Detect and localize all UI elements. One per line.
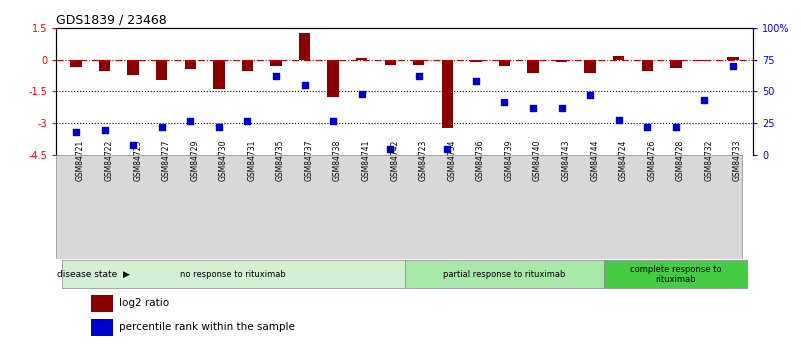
Text: partial response to rituximab: partial response to rituximab xyxy=(443,270,566,279)
Text: GSM84722: GSM84722 xyxy=(105,140,114,181)
Text: GSM84737: GSM84737 xyxy=(304,140,313,181)
Text: GSM84742: GSM84742 xyxy=(390,140,399,181)
Text: GSM84738: GSM84738 xyxy=(333,140,342,181)
Bar xyxy=(405,260,605,288)
Bar xyxy=(727,57,739,59)
Text: GSM84741: GSM84741 xyxy=(362,140,371,181)
Text: GSM84739: GSM84739 xyxy=(505,140,513,181)
Point xyxy=(670,125,682,130)
Point xyxy=(526,105,539,111)
Bar xyxy=(356,58,368,59)
Point xyxy=(99,127,111,132)
Text: GSM84735: GSM84735 xyxy=(276,140,285,181)
Point xyxy=(356,91,368,97)
Point xyxy=(298,82,311,88)
Bar xyxy=(698,59,710,61)
Bar xyxy=(91,295,112,312)
Text: percentile rank within the sample: percentile rank within the sample xyxy=(119,323,296,333)
Text: GSM84736: GSM84736 xyxy=(476,140,485,181)
Point xyxy=(469,78,482,84)
Text: GSM84743: GSM84743 xyxy=(562,140,570,181)
Bar xyxy=(605,260,747,288)
Bar xyxy=(670,59,682,68)
Bar xyxy=(62,260,405,288)
Bar xyxy=(156,59,167,80)
Text: GSM84721: GSM84721 xyxy=(76,140,85,181)
Point xyxy=(612,117,625,122)
Point xyxy=(155,125,168,130)
Bar xyxy=(470,59,481,62)
Point xyxy=(70,129,83,135)
Bar xyxy=(642,59,653,71)
Bar xyxy=(99,59,111,71)
Text: GSM84727: GSM84727 xyxy=(162,140,171,181)
Point xyxy=(698,98,710,103)
Point xyxy=(384,146,396,151)
Bar xyxy=(585,59,596,73)
Bar xyxy=(413,59,425,65)
Point xyxy=(241,118,254,124)
Text: GSM84724: GSM84724 xyxy=(618,140,628,181)
Text: GSM84730: GSM84730 xyxy=(219,140,227,181)
Bar xyxy=(384,59,396,66)
Bar xyxy=(556,59,567,62)
Point xyxy=(127,142,139,148)
Bar xyxy=(242,59,253,71)
Text: GSM84744: GSM84744 xyxy=(590,140,599,181)
Bar xyxy=(91,319,112,336)
Point xyxy=(184,118,197,124)
Text: no response to rituximab: no response to rituximab xyxy=(180,270,286,279)
Text: GSM84725: GSM84725 xyxy=(133,140,143,181)
Text: complete response to
rituximab: complete response to rituximab xyxy=(630,265,722,284)
Bar xyxy=(441,59,453,128)
Text: GSM84732: GSM84732 xyxy=(704,140,714,181)
Bar xyxy=(270,59,282,66)
Bar xyxy=(127,59,139,76)
Bar xyxy=(70,59,82,67)
Text: GSM84734: GSM84734 xyxy=(447,140,457,181)
Point xyxy=(441,146,453,151)
Point xyxy=(413,73,425,79)
Bar xyxy=(299,33,310,59)
Bar xyxy=(184,59,196,69)
Text: GSM84728: GSM84728 xyxy=(676,140,685,181)
Point xyxy=(270,73,283,79)
Text: GDS1839 / 23468: GDS1839 / 23468 xyxy=(56,13,167,27)
Text: GSM84740: GSM84740 xyxy=(533,140,542,181)
Bar xyxy=(328,59,339,97)
Point xyxy=(727,63,739,69)
Bar xyxy=(213,59,224,89)
Text: GSM84726: GSM84726 xyxy=(647,140,656,181)
Text: GSM84731: GSM84731 xyxy=(248,140,256,181)
Bar xyxy=(613,56,625,59)
Text: GSM84723: GSM84723 xyxy=(419,140,428,181)
Bar xyxy=(527,59,539,73)
Bar xyxy=(499,59,510,66)
Text: log2 ratio: log2 ratio xyxy=(119,298,170,308)
Point xyxy=(641,125,654,130)
Point xyxy=(498,99,511,105)
Point xyxy=(212,125,225,130)
Text: disease state  ▶: disease state ▶ xyxy=(58,270,131,279)
Point xyxy=(327,118,340,124)
Point xyxy=(555,105,568,111)
Text: GSM84729: GSM84729 xyxy=(191,140,199,181)
Text: GSM84733: GSM84733 xyxy=(733,140,742,181)
Point xyxy=(584,92,597,98)
